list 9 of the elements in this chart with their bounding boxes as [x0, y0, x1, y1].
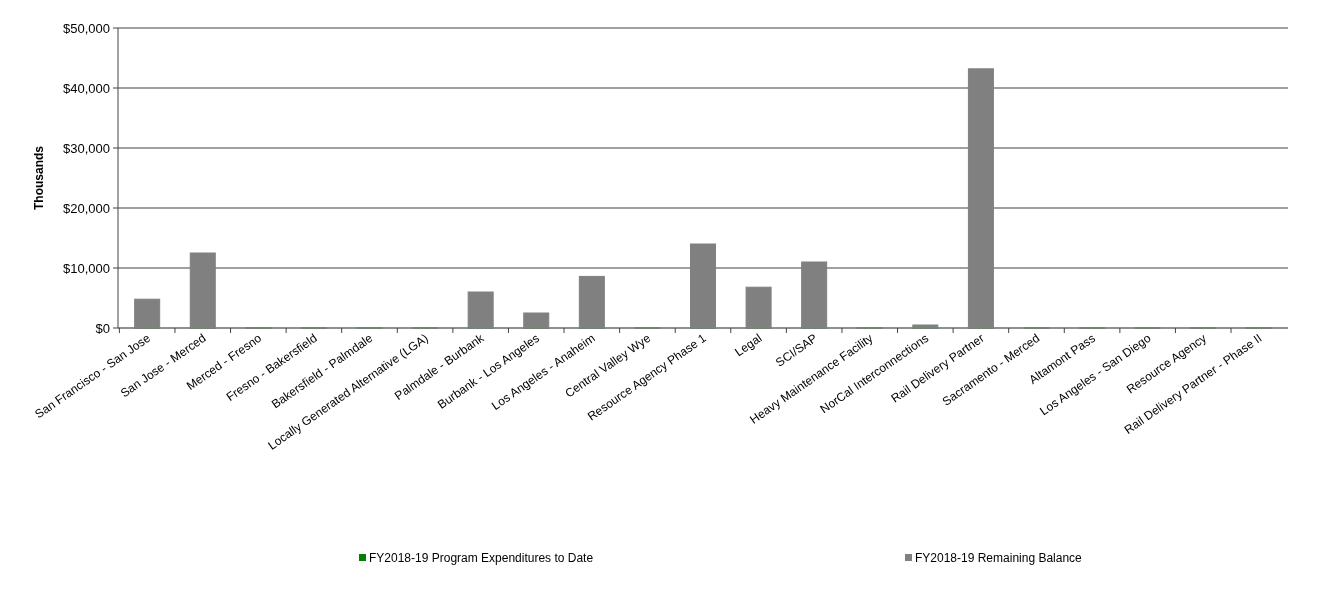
legend-label: FY2018-19 Program Expenditures to Date — [369, 551, 594, 566]
y-tick-label: $20,000 — [63, 200, 110, 216]
y-axis-title: Thousands — [32, 145, 46, 211]
y-tick-label: $30,000 — [63, 140, 110, 156]
y-tick-label: $0 — [95, 320, 110, 336]
y-tick-label: $50,000 — [63, 20, 110, 36]
y-tick-label: $40,000 — [63, 80, 110, 96]
y-tick-label: $10,000 — [63, 260, 110, 276]
legend-label: FY2018-19 Remaining Balance — [915, 551, 1083, 566]
